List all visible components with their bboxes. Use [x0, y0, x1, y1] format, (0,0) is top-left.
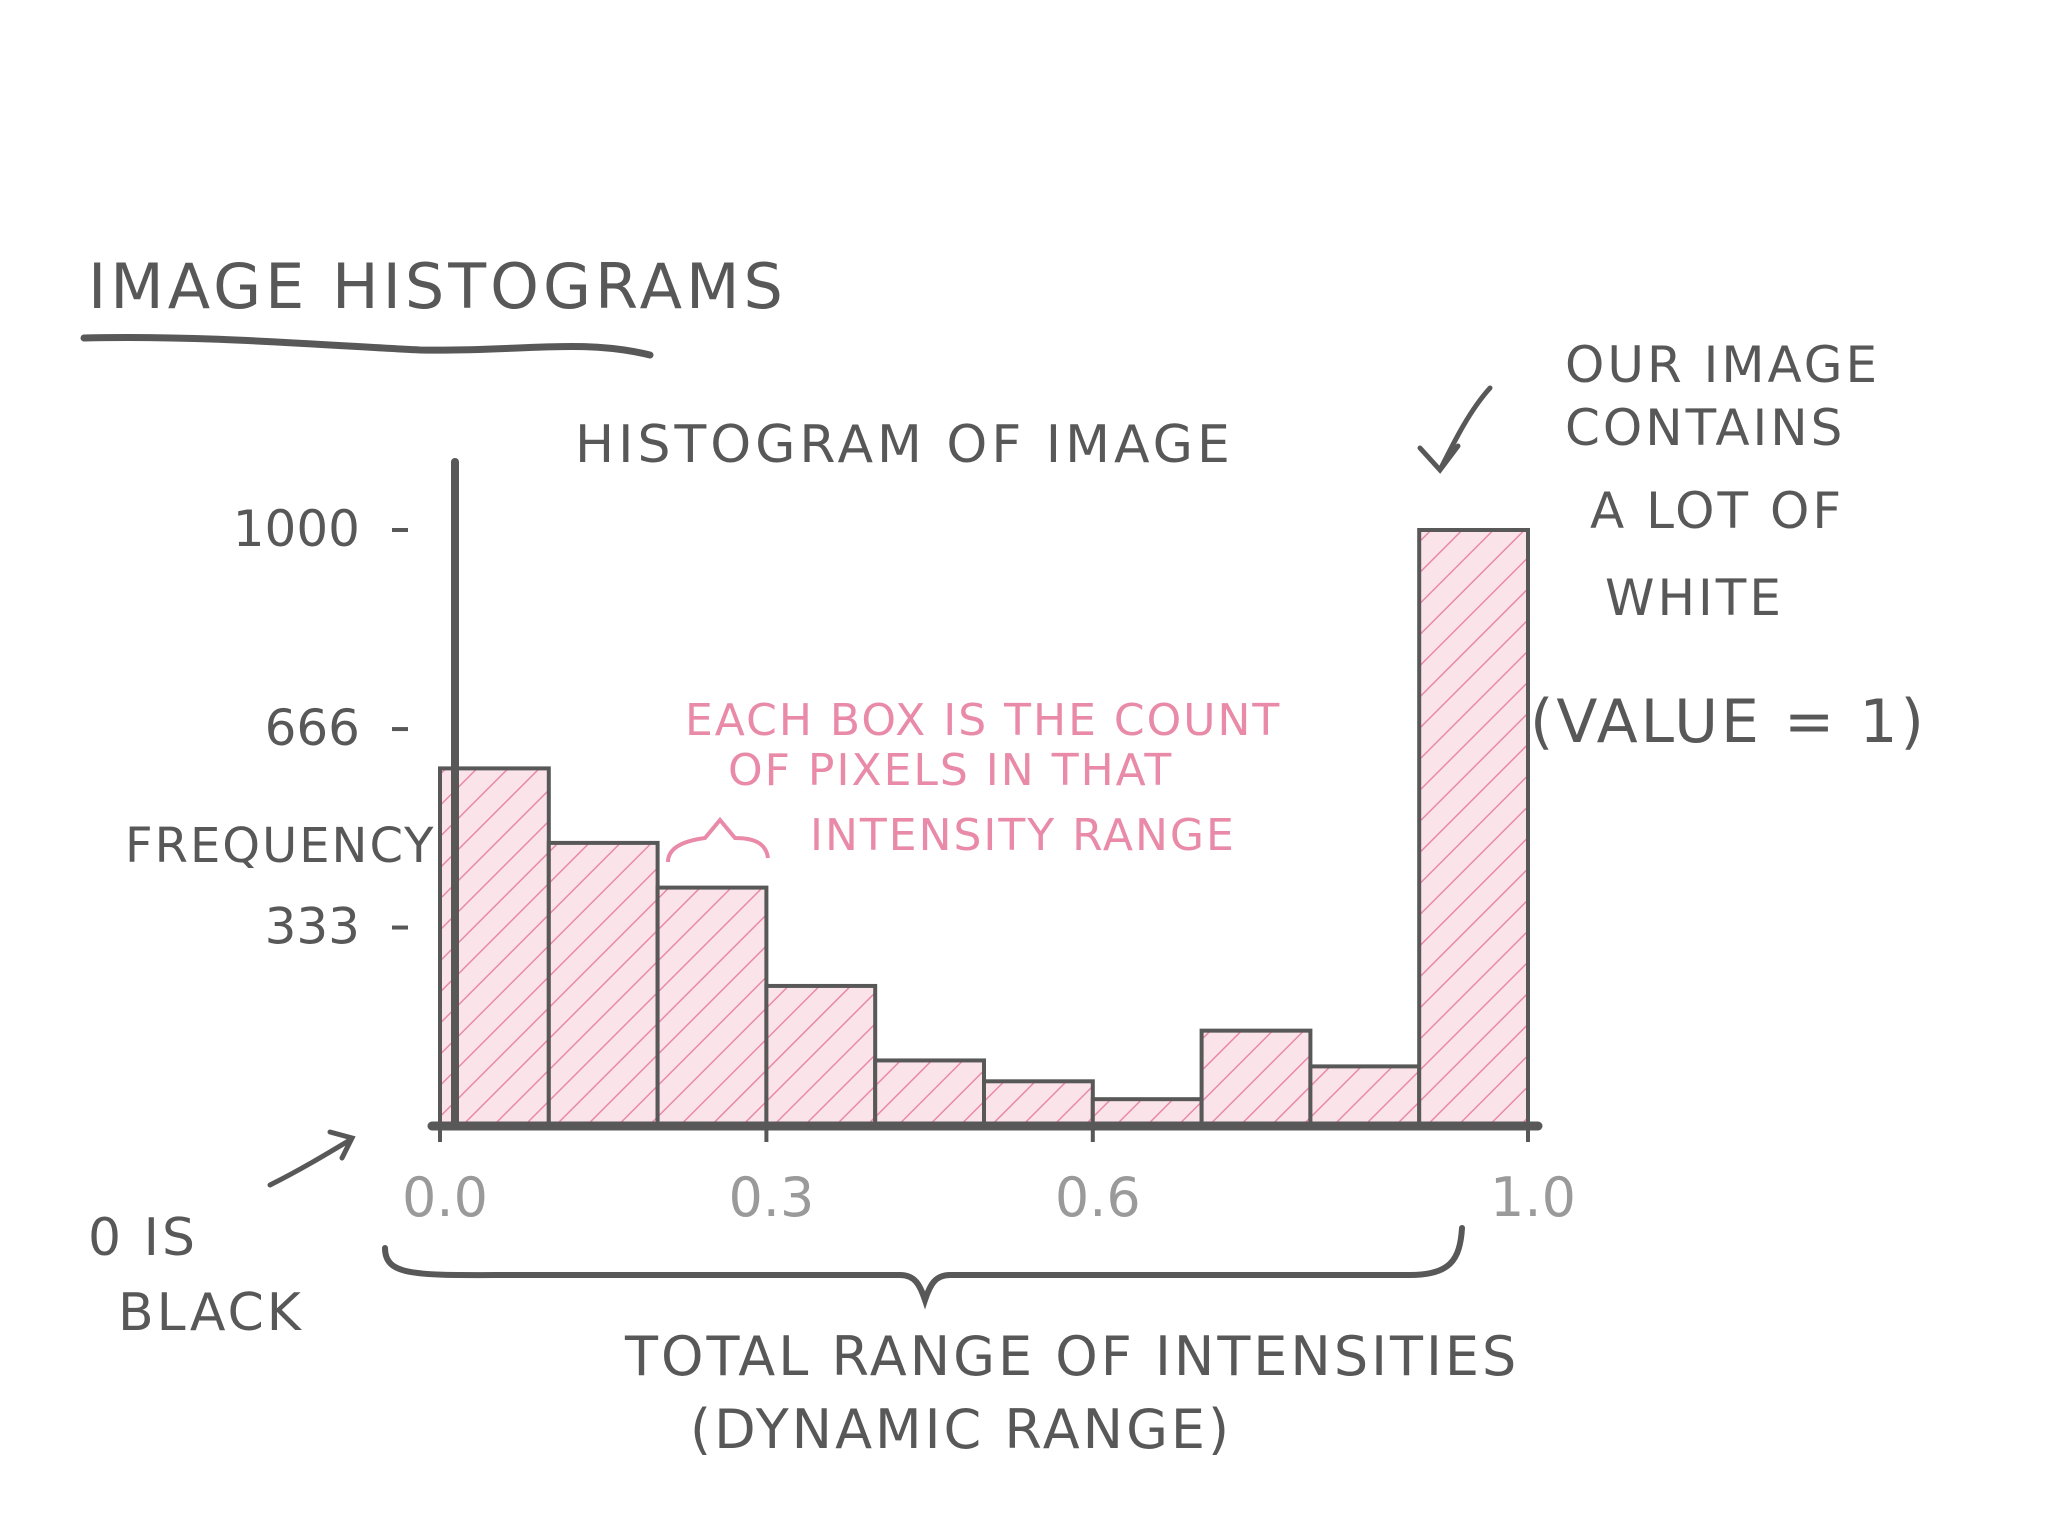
y-tick-labels: 333 666 1000	[233, 500, 408, 956]
x-tick-label: 1.0	[1490, 1166, 1576, 1229]
dynamic-range-line-1: TOTAL RANGE OF INTENSITIES	[624, 1325, 1519, 1388]
title-underline	[80, 333, 654, 359]
histogram-bar-2	[546, 840, 660, 1129]
white-note-line-4: WHITE	[1605, 569, 1784, 627]
white-note-line-2: CONTAINS	[1565, 399, 1845, 457]
histogram-bar-4	[764, 983, 878, 1128]
histogram-bar-9	[1308, 1064, 1422, 1129]
histogram-bar-10	[1417, 528, 1530, 1128]
value-note: (VALUE = 1)	[1530, 687, 1927, 757]
arrow-to-white-bar	[1417, 385, 1493, 474]
bin-annotation: EACH BOX IS THE COUNT OF PIXELS IN THAT …	[666, 695, 1281, 863]
histogram-axes	[427, 458, 1543, 1131]
y-axis-label: FREQUENCY	[125, 818, 435, 874]
white-note-line-3: A LOT OF	[1590, 482, 1844, 540]
y-tick-label: 333	[265, 898, 360, 956]
page-title: IMAGE HISTOGRAMS	[88, 250, 787, 323]
black-note-line-1: 0 IS	[88, 1208, 198, 1268]
dynamic-range-line-2: (DYNAMIC RANGE)	[690, 1398, 1232, 1461]
x-tick-label: 0.0	[402, 1166, 488, 1229]
x-tick-label: 0.6	[1055, 1166, 1141, 1229]
bin-note-line-1: EACH BOX IS THE COUNT	[685, 695, 1281, 746]
black-note-line-2: BLACK	[118, 1283, 304, 1343]
histogram-bar-3	[655, 885, 769, 1128]
y-tick-label: 1000	[233, 500, 360, 558]
bin-note-line-2: OF PIXELS IN THAT	[728, 745, 1173, 796]
bin-bracket	[666, 816, 770, 863]
dynamic-range-brace	[382, 1225, 1465, 1310]
x-tick-labels: 0.0 0.3 0.6 1.0	[402, 1126, 1576, 1229]
histogram-bar-5	[873, 1058, 987, 1128]
bin-note-line-3: INTENSITY RANGE	[810, 810, 1236, 861]
histogram-bar-8	[1199, 1028, 1313, 1129]
arrow-to-zero	[267, 1129, 356, 1188]
black-annotation: 0 IS BLACK	[88, 1129, 356, 1343]
chart-title: HISTOGRAM OF IMAGE	[575, 415, 1234, 475]
x-tick-label: 0.3	[728, 1166, 814, 1229]
white-note-line-1: OUR IMAGE	[1565, 336, 1880, 394]
histogram-bar-6	[982, 1079, 1095, 1129]
white-annotation: OUR IMAGE CONTAINS A LOT OF WHITE (VALUE…	[1417, 336, 1927, 757]
histogram-bars	[438, 528, 1530, 1129]
y-tick-label: 666	[265, 699, 360, 757]
